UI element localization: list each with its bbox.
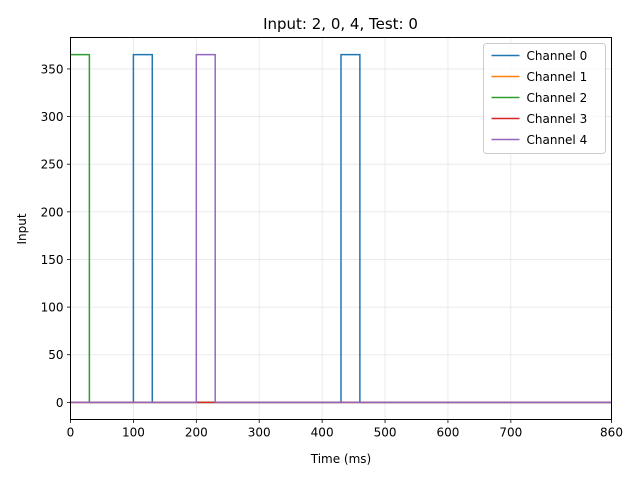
plot-frame [70,37,612,420]
series-layer [70,53,612,404]
y-tick-label: 0 [56,396,64,410]
y-tick-label: 250 [41,158,64,172]
x-tick-label: 500 [374,426,397,440]
legend-label: Channel 3 [527,112,588,126]
legend-label: Channel 1 [527,70,588,84]
legend: Channel 0 Channel 1 Channel 2 Channel 3 Chan… [483,43,606,154]
x-tick-label: 100 [122,426,145,440]
x-tick-label: 600 [436,426,459,440]
x-tick-label: 300 [248,426,271,440]
y-tick-label: 200 [41,205,64,219]
y-tick-label: 100 [41,301,64,315]
y-tick-label: 350 [41,62,64,76]
legend-label: Channel 2 [527,91,588,105]
x-axis: 0 100 200 300 400 500 600 700 860 [67,419,623,440]
chart-title: Input: 2, 0, 4, Test: 0 [263,15,418,33]
y-tick-label: 300 [41,110,64,124]
legend-label: Channel 4 [527,133,588,147]
y-axis: 0 50 100 150 200 250 300 350 [41,62,71,410]
y-tick-label: 150 [41,253,64,267]
x-axis-label: Time (ms) [310,452,372,466]
legend-label: Channel 0 [527,49,588,63]
y-axis-label: Input [15,213,29,244]
legend-frame [483,43,606,154]
x-tick-label: 200 [185,426,208,440]
x-tick-label: 700 [499,426,522,440]
x-tick-label: 860 [600,426,623,440]
series-line-channel-4 [70,53,612,404]
y-tick-label: 50 [48,348,63,362]
x-tick-label: 400 [311,426,334,440]
x-tick-label: 0 [67,426,75,440]
